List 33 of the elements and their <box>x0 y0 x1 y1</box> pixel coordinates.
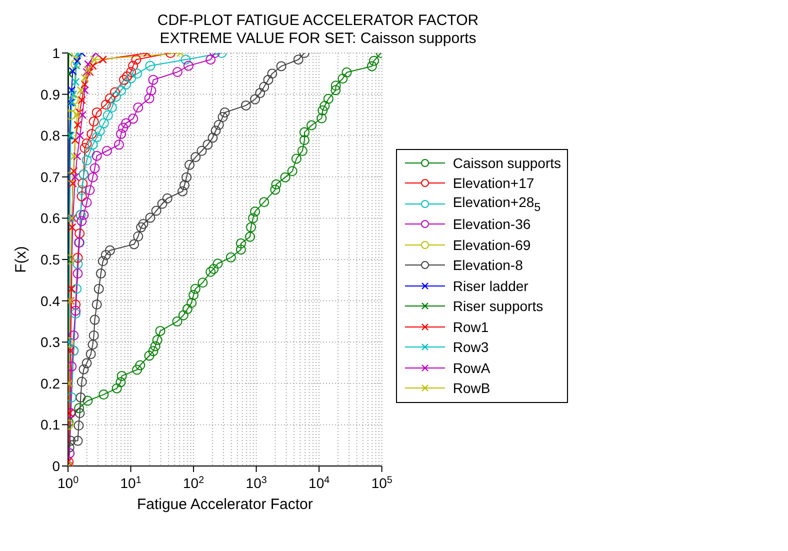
y-tick-label: 0.8 <box>40 128 60 144</box>
y-tick-label: 0 <box>52 458 60 474</box>
legend-label: Row3 <box>452 339 489 356</box>
y-tick-label: 0.9 <box>40 86 60 102</box>
x-tick-label: 10$^{3}$ <box>246 474 268 491</box>
x-tick-label: 10$^{2}$ <box>183 474 204 491</box>
y-tick-label: 0.6 <box>40 210 60 226</box>
x-axis-title: Fatigue Accelerator Factor <box>136 496 313 513</box>
x-tick-label: 10$^{0}$ <box>57 474 80 491</box>
legend-label: Elevation+17 <box>452 175 534 192</box>
legend-label: Elevation-69 <box>452 236 531 253</box>
legend-label: Elevation-36 <box>452 216 531 232</box>
y-tick-label: 0.7 <box>40 168 60 185</box>
x-tick-label: 10$^{4}$ <box>308 474 330 491</box>
y-tick-label: 0.2 <box>40 375 60 392</box>
y-tick-label: 0.5 <box>40 251 60 268</box>
y-tick-label: 1 <box>52 44 60 61</box>
legend-label: Caisson supports <box>452 154 561 171</box>
legend-label: Riser supports <box>452 298 544 314</box>
legend-label: RowA <box>452 360 490 376</box>
y-tick-label: 0.3 <box>40 334 60 350</box>
legend-label: RowB <box>452 380 490 396</box>
y-tick-label: 0.1 <box>40 416 60 433</box>
x-tick-label: 10$^{1}$ <box>120 474 142 491</box>
x-tick-label: 10$^{5}$ <box>371 474 393 491</box>
y-axis-title: F(x) <box>12 246 30 273</box>
legend-label: Elevation-8 <box>452 257 523 274</box>
y-tick-label: 0.4 <box>40 292 60 309</box>
chart-title: CDF-PLOT FATIGUE ACCELERATOR FACTOR <box>156 12 480 30</box>
legend-label: Elevation+28$_{5}$ <box>452 194 541 214</box>
chart-subtitle: EXTREME VALUE FOR SET: Caisson supports <box>158 30 478 48</box>
legend-label: Riser ladder <box>452 278 528 294</box>
legend-label: Row1 <box>452 318 489 335</box>
